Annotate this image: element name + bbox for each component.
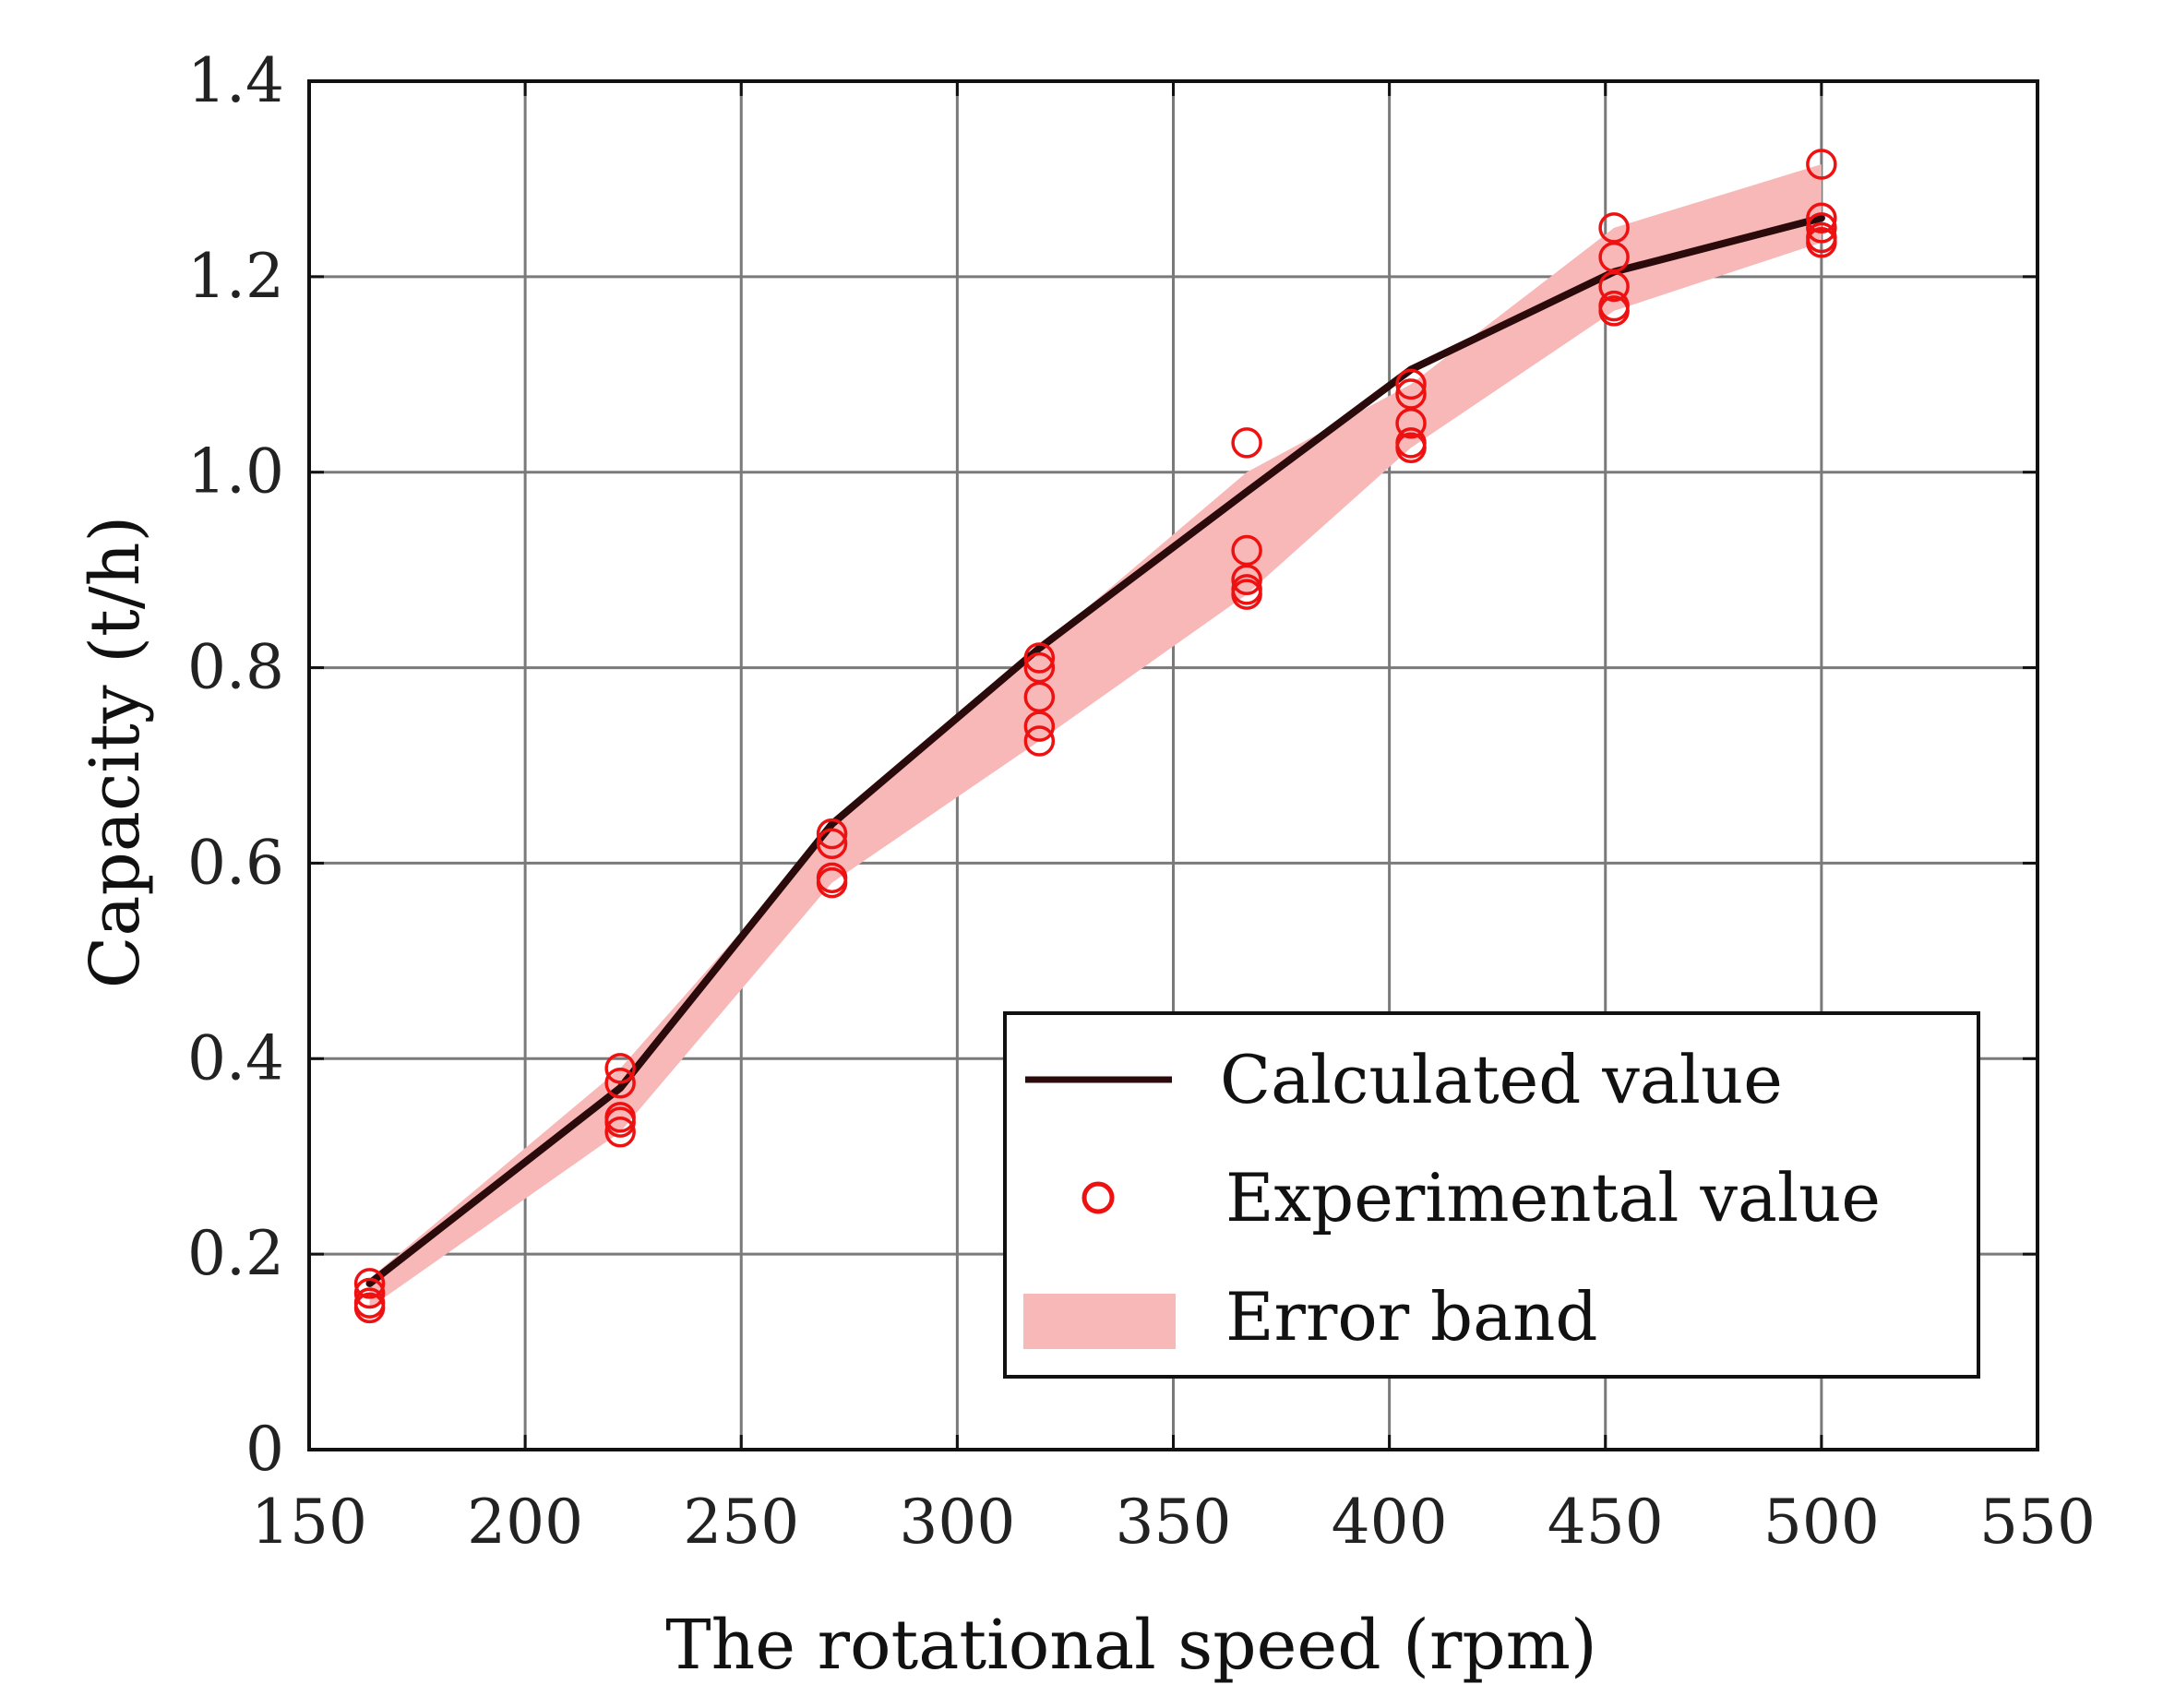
y-tick-label: 0.6 [187,827,284,898]
experimental-point-8 [604,1116,636,1148]
experimental-point-29 [1598,241,1630,273]
legend-marker-swatch [1082,1181,1115,1214]
x-tick-label: 350 [1116,1487,1232,1558]
calculated-value-line [365,214,1825,1287]
experimental-point-17 [1023,725,1056,757]
x-axis-title: The rotational speed (rpm) [665,1606,1597,1685]
x-tick-label: 250 [683,1487,799,1558]
y-axis-title: Capacity (t/h) [76,516,155,988]
experimental-point-13 [1023,642,1056,674]
experimental-point-28 [1598,212,1630,244]
experimental-point-4 [604,1053,636,1084]
experimental-point-34 [1806,202,1837,234]
y-tick-label: 0.8 [187,632,284,703]
experimental-point-1 [353,1277,386,1309]
plot-frame [307,79,2039,1451]
calculated-line-layer [365,214,1825,1287]
experimental-point-12 [816,866,848,899]
y-tick-label: 0.2 [187,1218,284,1289]
experimental-point-37 [1806,227,1837,258]
y-tick-label: 1.0 [187,436,284,508]
x-tick-label: 500 [1763,1487,1880,1558]
y-tick-label: 0.4 [187,1022,284,1093]
experimental-point-15 [1023,681,1056,713]
x-tick-label: 400 [1332,1487,1448,1558]
experimental-point-16 [1023,711,1056,742]
legend-label-error-band: Error band [1225,1278,1598,1356]
experimental-points-layer [353,149,1837,1324]
experimental-point-35 [1806,212,1837,244]
x-tick-label: 150 [251,1487,367,1558]
experimental-point-19 [1231,534,1262,567]
experimental-point-0 [353,1268,386,1299]
x-tick-label: 450 [1548,1487,1664,1558]
experimental-point-24 [1395,378,1427,410]
legend-label-calculated: Calculated value [1220,1041,1783,1118]
experimental-point-10 [816,828,848,859]
experimental-point-14 [1023,651,1056,684]
experimental-point-7 [604,1106,636,1138]
error-band-layer [369,164,1822,1308]
y-tick-label: 1.2 [187,241,284,312]
experimental-point-23 [1395,368,1427,400]
experimental-point-32 [1598,295,1630,327]
x-tick-label: 200 [467,1487,583,1558]
legend-label-experimental: Experimental value [1225,1159,1881,1236]
tick-labels: 150 200 250 300 350 400 450 500 550 0 0.2 0.4 0.6 0.8… [187,45,2096,1558]
y-tick-label: 1.4 [187,45,284,116]
legend: Calculated value Experimental value Erro… [1003,1011,1980,1379]
x-tick-label: 550 [1979,1487,2096,1558]
x-tick-label: 300 [899,1487,1015,1558]
experimental-point-3 [353,1292,386,1324]
experimental-point-5 [604,1068,636,1099]
error-band [369,164,1822,1308]
experimental-point-25 [1395,408,1427,439]
legend-band-swatch [1023,1294,1176,1349]
experimental-point-27 [1395,432,1427,463]
experimental-point-18 [1231,427,1262,459]
experimental-point-30 [1598,270,1630,303]
experimental-point-33 [1806,149,1837,180]
experimental-point-22 [1231,579,1262,610]
y-tick-label: 0 [245,1414,284,1485]
experimental-point-20 [1231,564,1262,595]
experimental-point-9 [816,818,848,850]
